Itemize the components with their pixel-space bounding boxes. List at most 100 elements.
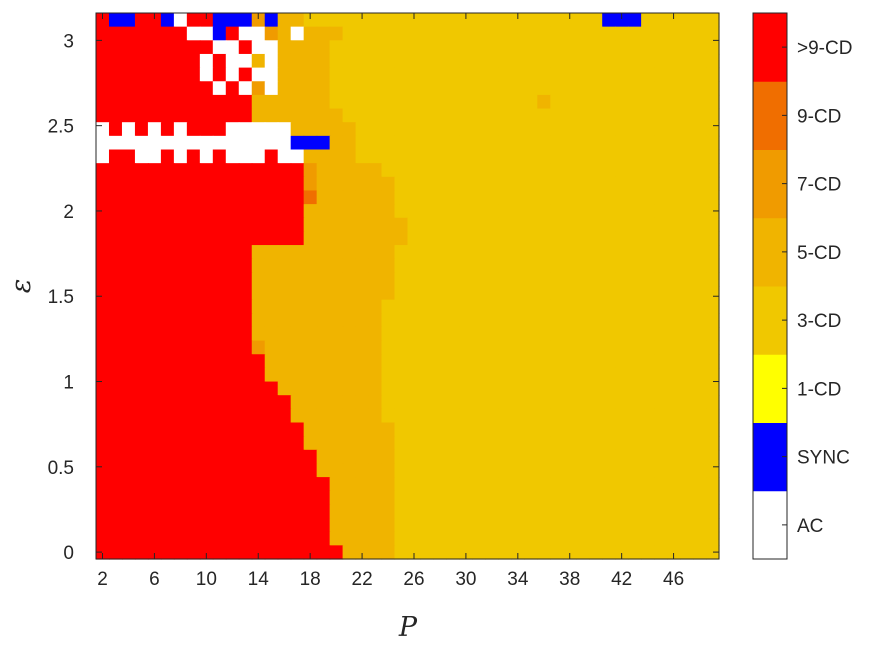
heatmap-cell [329, 163, 344, 178]
heatmap-cell [654, 53, 668, 69]
heatmap-cell [420, 354, 435, 369]
heatmap-cell [186, 518, 201, 533]
heatmap-cell [615, 13, 629, 28]
heatmap-cell [680, 122, 694, 137]
heatmap-cell [628, 231, 642, 246]
heatmap-cell [316, 286, 331, 301]
heatmap-cell [498, 26, 512, 41]
heatmap-cell [472, 545, 486, 560]
heatmap-cell [186, 422, 201, 437]
heatmap-cell [160, 422, 175, 437]
heatmap-cell [108, 313, 123, 328]
heatmap-cell [485, 490, 499, 505]
heatmap-cell [329, 67, 344, 82]
heatmap-cell [290, 135, 305, 151]
heatmap-cell [472, 504, 486, 519]
heatmap-cell [134, 381, 149, 396]
heatmap-cell [576, 163, 590, 178]
colorbar-frame [752, 12, 788, 560]
heatmap-cell [420, 190, 435, 205]
heatmap-cell [238, 204, 253, 219]
heatmap-cell [628, 217, 642, 232]
heatmap-cell [173, 477, 188, 492]
heatmap-cell [225, 367, 240, 383]
heatmap-cell [537, 122, 551, 137]
heatmap-cell [537, 149, 551, 164]
heatmap-cell [641, 13, 655, 28]
heatmap-cell [108, 40, 123, 55]
heatmap-cell [394, 135, 409, 151]
heatmap-cell [225, 531, 240, 546]
heatmap-cell [134, 190, 149, 205]
heatmap-cell [680, 408, 694, 424]
heatmap-cell [602, 326, 616, 342]
heatmap-cell [368, 40, 383, 55]
heatmap-cell [498, 490, 512, 505]
heatmap-cell [173, 94, 188, 110]
heatmap-cell [368, 26, 383, 41]
heatmap-cell [121, 504, 136, 519]
heatmap-cell [654, 26, 668, 41]
heatmap-cell [667, 436, 681, 451]
heatmap-cell [160, 436, 175, 451]
heatmap-cell [160, 504, 175, 519]
heatmap-cell [641, 135, 655, 151]
heatmap-cell [420, 286, 435, 301]
heatmap-cell [472, 26, 486, 41]
heatmap-cell [225, 53, 240, 69]
heatmap-cell [96, 94, 110, 110]
heatmap-cell [303, 67, 318, 82]
y-tick-label: 1 [63, 373, 74, 394]
heatmap-cell [498, 176, 512, 192]
heatmap-cell [147, 258, 162, 273]
heatmap-cell [446, 286, 461, 301]
heatmap-cell [589, 449, 603, 465]
heatmap-cell [160, 26, 175, 41]
heatmap-cell [641, 545, 655, 560]
heatmap-cell [134, 408, 149, 424]
heatmap-cell [498, 449, 512, 465]
heatmap-cell [173, 326, 188, 342]
heatmap-cell [563, 135, 577, 151]
heatmap-cell [329, 245, 344, 260]
heatmap-cell [199, 94, 214, 110]
heatmap-cell [212, 231, 227, 246]
heatmap-cell [576, 354, 590, 369]
heatmap-cell [290, 436, 305, 451]
heatmap-cell [147, 477, 162, 492]
heatmap-cell [277, 190, 292, 205]
heatmap-cell [394, 149, 409, 164]
heatmap-cell [251, 436, 266, 451]
heatmap-cell [563, 490, 577, 505]
heatmap-cell [485, 395, 499, 410]
heatmap-cell [459, 163, 473, 178]
heatmap-cell [342, 190, 357, 205]
heatmap-cell [537, 40, 551, 55]
heatmap-cell [264, 149, 279, 164]
heatmap-cell [381, 518, 396, 533]
heatmap-cell [524, 149, 538, 164]
heatmap-cell [550, 81, 564, 96]
heatmap-cell [680, 422, 694, 437]
heatmap-cell [251, 258, 266, 273]
heatmap-cell [589, 26, 603, 41]
heatmap-cell [96, 190, 110, 205]
heatmap-cell [680, 272, 694, 287]
heatmap-cell [459, 313, 473, 328]
heatmap-cell [355, 477, 370, 492]
heatmap-cell [199, 176, 214, 192]
heatmap-cell [368, 231, 383, 246]
heatmap-cell [693, 299, 707, 314]
heatmap-cell [472, 326, 486, 342]
heatmap-cell [641, 422, 655, 437]
heatmap-cell [381, 422, 396, 437]
heatmap-cell [355, 504, 370, 519]
heatmap-cell [303, 381, 318, 396]
heatmap-cell [485, 299, 499, 314]
heatmap-cell [472, 231, 486, 246]
heatmap-cell [381, 367, 396, 383]
heatmap-cell [498, 340, 512, 355]
heatmap-cell [160, 531, 175, 546]
heatmap-cell [563, 367, 577, 383]
heatmap-cell [511, 204, 525, 219]
